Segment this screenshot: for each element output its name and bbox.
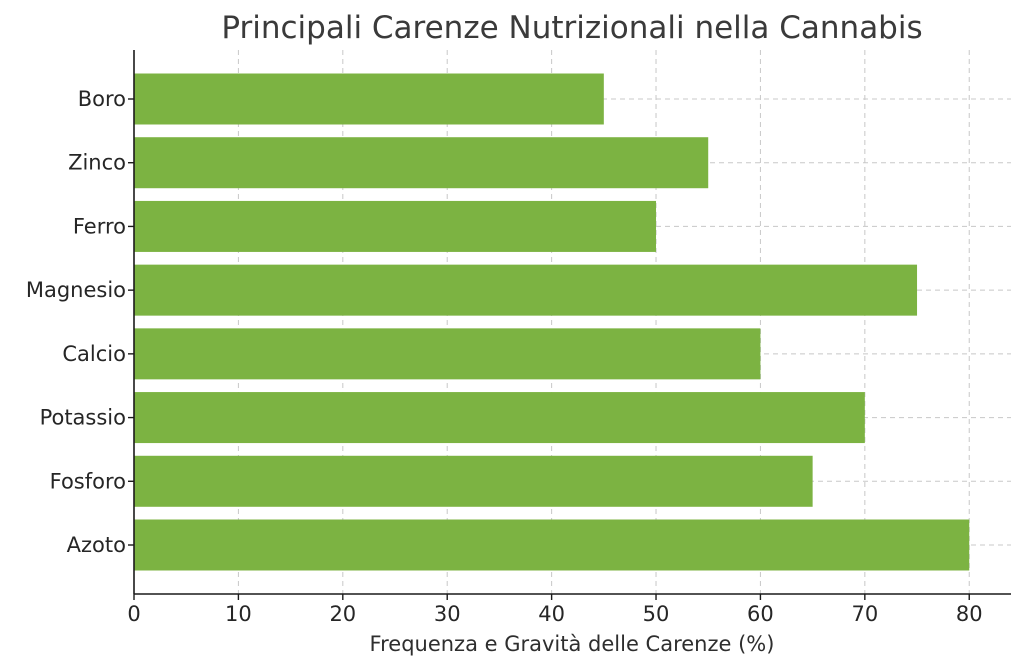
y-tick-label-fosforo: Fosforo xyxy=(50,469,126,493)
y-tick-label-calcio: Calcio xyxy=(62,342,126,366)
grid xyxy=(134,50,1011,594)
axes xyxy=(133,50,1011,595)
x-tick-label: 40 xyxy=(538,602,565,626)
bar-calcio xyxy=(134,328,761,380)
y-tick-label-azoto: Azoto xyxy=(67,533,126,557)
chart-title: Principali Carenze Nutrizionali nella Ca… xyxy=(221,10,922,46)
bar-azoto xyxy=(134,519,970,571)
y-tick-label-potassio: Potassio xyxy=(40,406,126,430)
x-axis-label: Frequenza e Gravità delle Carenze (%) xyxy=(370,632,775,656)
y-tick-label-magnesio: Magnesio xyxy=(26,278,126,302)
y-tick-label-zinco: Zinco xyxy=(68,151,126,175)
x-axis-ticks: 0 10 20 30 40 50 60 70 80 xyxy=(127,594,983,626)
bar-ferro xyxy=(134,200,657,252)
y-axis-ticks: Azoto Fosforo Potassio Calcio Magnesio Ferro Z… xyxy=(26,87,134,557)
bar-potassio xyxy=(134,392,865,444)
bar-fosforo xyxy=(134,455,813,507)
x-tick-label: 70 xyxy=(851,602,878,626)
x-tick-label: 0 xyxy=(127,602,140,626)
x-tick-label: 10 xyxy=(225,602,252,626)
bar-magnesio xyxy=(134,264,918,316)
bar-zinco xyxy=(134,137,709,189)
y-tick-label-boro: Boro xyxy=(78,87,126,111)
x-tick-label: 60 xyxy=(747,602,774,626)
x-tick-label: 30 xyxy=(434,602,461,626)
bar-boro xyxy=(134,73,604,125)
y-tick-label-ferro: Ferro xyxy=(73,214,126,238)
bars xyxy=(134,73,970,571)
x-tick-label: 80 xyxy=(956,602,983,626)
x-tick-label: 50 xyxy=(643,602,670,626)
x-tick-label: 20 xyxy=(329,602,356,626)
